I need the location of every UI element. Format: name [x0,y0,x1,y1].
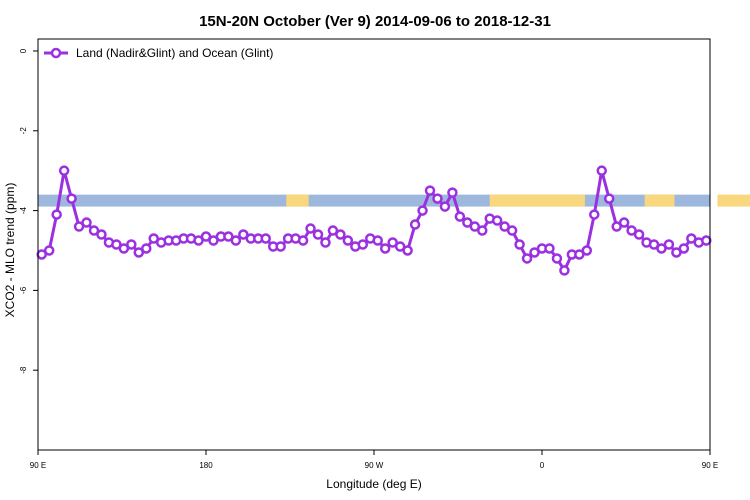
y-tick-label: -6 [19,286,28,294]
data-point [589,209,600,220]
x-tick-label: 180 [199,461,213,470]
land-segment [644,194,675,207]
x-tick-label: 90 E [702,461,718,470]
data-point [678,243,690,254]
data-point [372,235,383,246]
data-point [126,239,137,250]
data-point [148,233,159,244]
y-tick-label: 0 [19,48,28,53]
data-point [200,231,212,242]
data-point [477,225,488,236]
data-point [193,235,204,246]
data-point [611,221,622,232]
data-point [88,225,100,236]
series-layer [36,165,712,276]
data-point [491,215,503,226]
land-segment [286,194,309,207]
data-point [432,193,443,204]
land-segment [717,194,750,207]
data-point [701,235,712,246]
y-axis-label: XCO2 - MLO trend (ppm) [3,183,17,318]
data-point [574,249,585,260]
data-point [544,243,555,254]
data-point [58,165,70,176]
data-point [208,235,219,246]
data-point [357,239,369,250]
data-point [618,217,630,228]
data-point [417,205,428,216]
data-point [506,225,518,236]
data-point [387,237,398,248]
data-point [51,209,62,220]
legend: Land (Nadir&Glint) and Ocean (Glint) [44,46,273,60]
data-point [342,235,354,246]
legend-marker [50,47,62,59]
data-point [379,243,391,254]
data-point [133,247,145,258]
legend-label: Land (Nadir&Glint) and Ocean (Glint) [76,46,273,60]
data-point [81,217,92,228]
y-tick-label: -4 [19,206,28,214]
data-point [603,193,615,204]
data-point [394,241,406,252]
x-tick-label: 0 [540,461,545,470]
data-point [305,223,316,234]
data-point [223,231,234,242]
plot-frame [37,38,711,451]
data-point [43,245,55,256]
data-point [648,239,660,250]
data-point [499,221,510,232]
axes: 90 E 180 90 W 0 90 E 0 -2 -4 -6 -8 [19,48,718,470]
data-point [633,229,645,240]
data-point [671,247,682,258]
data-point [686,233,697,244]
x-axis-label: Longitude (deg E) [326,477,421,491]
data-point [559,265,570,276]
data-point [439,201,451,212]
data-point [66,193,77,204]
ocean-band [38,194,710,207]
land-ocean-band [38,194,750,207]
chart-title: 15N-20N October (Ver 9) 2014-09-06 to 20… [199,13,551,30]
data-point [663,239,675,250]
land-segment [489,194,585,207]
data-point [320,237,331,248]
data-point [656,243,667,254]
data-point [469,221,481,232]
data-point [230,235,242,246]
data-point [297,235,309,246]
data-point [424,185,436,196]
data-point [581,245,593,256]
data-point [118,243,130,254]
data-point [551,253,563,264]
y-tick-label: -8 [19,366,28,374]
data-point [335,229,346,240]
data-point [596,165,607,176]
data-point [260,233,271,244]
data-point [529,247,540,258]
data-point [96,229,107,240]
data-point [111,239,122,250]
x-tick-label: 90 E [30,461,46,470]
x-tick-label: 90 W [365,461,384,470]
data-point [141,243,152,254]
data-point [73,221,85,232]
data-point [238,229,249,240]
data-point [462,217,473,228]
data-point [409,219,421,230]
data-point [275,241,286,252]
data-point [626,225,637,236]
data-point [312,229,324,240]
data-point [447,187,458,198]
data-point [454,211,466,222]
data-point [327,225,339,236]
y-tick-label: -2 [19,127,28,135]
data-point [514,239,525,250]
data-point [521,253,533,264]
data-point [402,245,413,256]
